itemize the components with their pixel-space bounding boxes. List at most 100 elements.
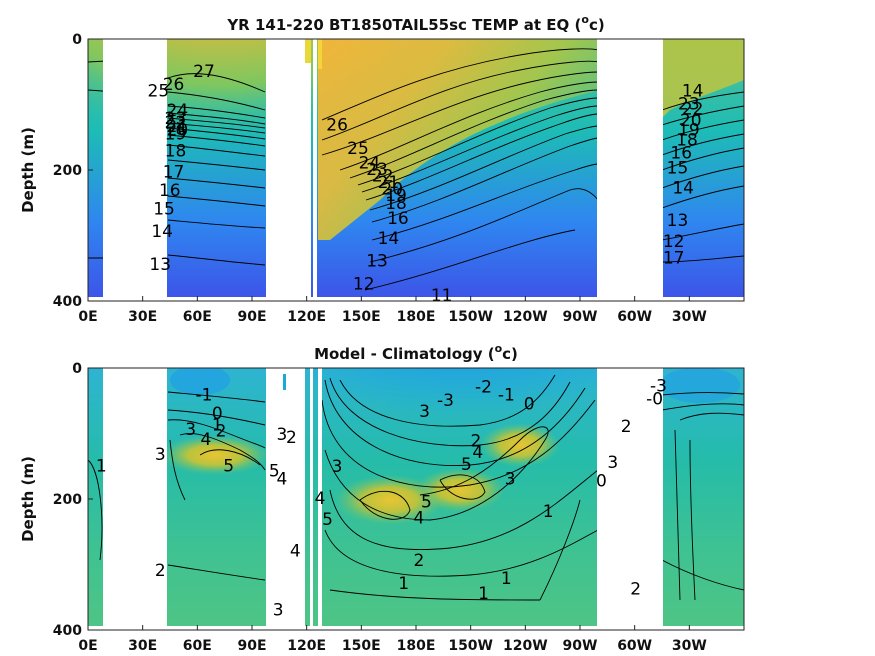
temperature-ticks: 0E 30E 60E 90E 120E 150E 180E 150W 120W 90W 60W 30W… [53, 32, 707, 325]
anomaly-contour-label: 2 [630, 579, 641, 599]
temperature-contour-label: 14 [378, 229, 400, 249]
temperature-contour-label: 12 [663, 232, 685, 252]
anomaly-x-tick-label: 0E [78, 638, 97, 654]
temperature-contour-label: 19 [678, 121, 700, 141]
temperature-x-tick-label: 90E [237, 309, 266, 325]
temperature-contour-label: 16 [670, 144, 692, 164]
anomaly-contour-label: 5 [461, 455, 472, 475]
temperature-contour-label: 18 [165, 142, 187, 162]
temperature-contour-label: 11 [431, 286, 453, 306]
anomaly-x-tick-label: 180E [397, 638, 436, 654]
anomaly-contour-label: -1 [498, 386, 515, 406]
anomaly-contour-label: 3 [277, 425, 288, 445]
anomaly-contour-label: 3 [607, 453, 618, 473]
temperature-contour-label: 12 [353, 275, 375, 295]
anomaly-contour-label: 2 [286, 428, 297, 448]
temperature-x-tick-label: 180E [397, 309, 436, 325]
anomaly-contour-label: 5 [421, 492, 432, 512]
anomaly-contour-label: 3 [419, 402, 430, 422]
temperature-contour-label: 13 [667, 211, 689, 231]
anomaly-contour-label: 3 [155, 445, 166, 465]
temperature-x-tick-label: 30E [128, 309, 157, 325]
anomaly-x-tick-label: 90E [237, 638, 266, 654]
temperature-contour-label: 27 [193, 62, 215, 82]
temperature-contour-label: 21 [378, 173, 400, 193]
anomaly-title: Model - Climatology (oc) [314, 342, 518, 363]
temperature-contour-label: 14 [682, 81, 704, 101]
temperature-title: YR 141-220 BT1850TAIL55sc TEMP at EQ (oc… [226, 13, 604, 34]
anomaly-x-tick-label: 90W [563, 638, 598, 654]
anomaly-contour-label: 1 [96, 456, 107, 476]
temperature-contour-label: 25 [148, 81, 170, 101]
anomaly-contour-label: 5 [223, 456, 234, 476]
temperature-x-tick-label: 30W [672, 309, 707, 325]
anomaly-y-tick-label: 400 [53, 623, 82, 639]
anomaly-field [88, 368, 744, 630]
temperature-x-tick-label: 0E [78, 309, 97, 325]
temperature-x-tick-label: 60E [183, 309, 212, 325]
anomaly-x-tick-label: 30W [672, 638, 707, 654]
anomaly-contour-label: 2 [216, 422, 227, 442]
temperature-y-tick-label: 0 [72, 32, 82, 48]
temperature-x-tick-label: 150W [448, 309, 493, 325]
temperature-x-tick-label: 150E [342, 309, 381, 325]
anomaly-x-tick-label: 120W [503, 638, 548, 654]
temperature-contour-label: 15 [667, 159, 689, 179]
anomaly-contour-label: 4 [200, 430, 211, 450]
temperature-contour-label: 22 [165, 113, 187, 133]
temperature-contour-label: 24 [359, 153, 381, 173]
anomaly-x-tick-label: 120E [287, 638, 326, 654]
temperature-contours-atlantic [661, 91, 744, 263]
temperature-x-tick-label: 120W [503, 309, 548, 325]
temperature-contour-label: 17 [163, 163, 185, 183]
temperature-contour-label: 18 [676, 131, 698, 151]
anomaly-contours-pacific [321, 374, 599, 601]
anomaly-contour-label: 1 [501, 569, 512, 589]
anomaly-x-tick-label: 60E [183, 638, 212, 654]
temperature-panel: 2726252423222120191817161514132625242322… [19, 13, 745, 325]
anomaly-contour-label: 1 [543, 502, 554, 522]
anomaly-contour-label: 0 [596, 471, 607, 491]
anomaly-contour-label: -2 [475, 378, 492, 398]
anomaly-contour-label: 1 [398, 574, 409, 594]
temperature-contour-label: 19 [385, 186, 407, 206]
anomaly-contour-label: 4 [413, 509, 424, 529]
anomaly-contour-label: -0 [646, 389, 663, 409]
anomaly-x-tick-label: 60W [617, 638, 652, 654]
anomaly-contours-atlantic [661, 392, 744, 601]
temperature-contour-label: 17 [663, 248, 685, 268]
temperature-contour-label: 13 [149, 255, 171, 275]
anomaly-y-tick-label: 200 [53, 492, 82, 508]
anomaly-contour-label: 4 [277, 469, 288, 489]
land-mask-africa [103, 39, 167, 301]
temperature-contour-label: 20 [381, 180, 403, 200]
temperature-contour-label: 23 [366, 160, 388, 180]
anomaly-contour-label: 2 [413, 551, 424, 571]
temperature-contour-label: 26 [163, 75, 185, 95]
land-mask-maritime [266, 39, 311, 301]
anomaly-contour-label: 5 [269, 461, 280, 481]
anomaly-contour-label: 4 [290, 541, 301, 561]
anomaly-contour-label: 2 [470, 431, 481, 451]
anomaly-contour-label: 3 [332, 457, 343, 477]
anomaly-y-tick-label: 0 [72, 361, 82, 377]
anomaly-contour-label: -3 [650, 376, 667, 396]
anomaly-contour-label: 1 [212, 416, 223, 436]
temperature-contour-label: 21 [167, 117, 189, 137]
temperature-y-tick-label: 200 [53, 163, 82, 179]
anomaly-contour-label: 1 [478, 584, 489, 604]
temperature-contour-label: 20 [167, 121, 189, 141]
anomaly-contour-label: 5 [322, 510, 333, 530]
anomaly-contour-label: 4 [315, 489, 326, 509]
temperature-x-tick-label: 90W [563, 309, 598, 325]
temperature-contour-label: 23 [165, 109, 187, 129]
temperature-contour-label: 22 [682, 100, 704, 120]
temperature-x-tick-label: 60W [617, 309, 652, 325]
anomaly-contour-label: 0 [524, 395, 535, 415]
temperature-contour-label: 20 [680, 111, 702, 131]
temperature-ylabel: Depth (m) [19, 127, 37, 213]
temperature-contour-label: 15 [153, 199, 175, 219]
